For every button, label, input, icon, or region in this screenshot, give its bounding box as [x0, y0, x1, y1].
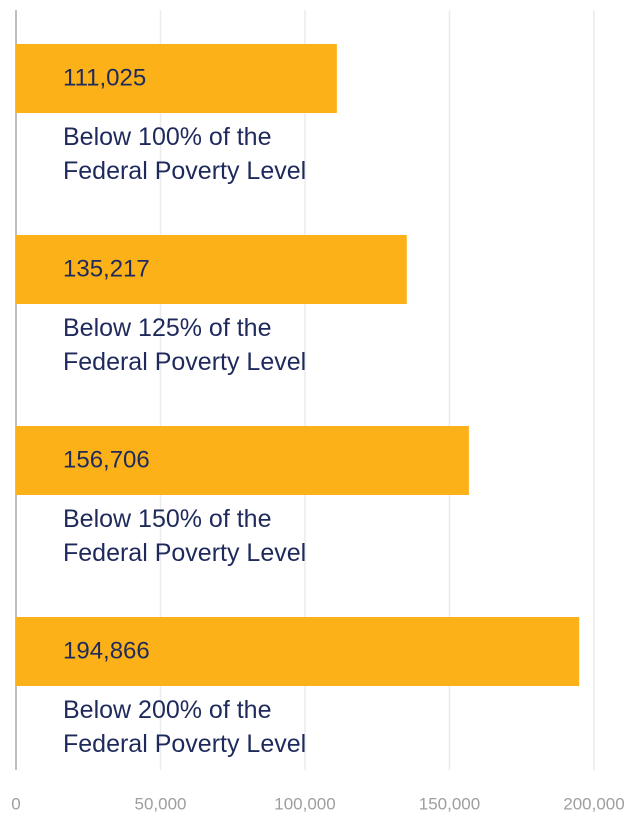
value-label: 156,706: [63, 446, 150, 473]
x-tick-label: 50,000: [135, 794, 187, 813]
category-label: Below 150% of the Federal Poverty Level: [63, 505, 307, 567]
x-tick-label: 0: [11, 794, 20, 813]
category-label: Below 125% of the Federal Poverty Level: [63, 314, 307, 376]
x-tick-label: 100,000: [274, 794, 335, 813]
bar: [16, 235, 407, 304]
value-label: 194,866: [63, 637, 150, 664]
bar: [16, 44, 337, 113]
value-label: 111,025: [63, 64, 146, 91]
bar: [16, 426, 469, 495]
value-label: 135,217: [63, 255, 150, 282]
x-tick-label: 150,000: [419, 794, 480, 813]
category-label: Below 200% of the Federal Poverty Level: [63, 696, 307, 758]
x-tick-label: 200,000: [563, 794, 624, 813]
bar: [16, 617, 580, 686]
category-label: Below 100% of the Federal Poverty Level: [63, 123, 307, 185]
